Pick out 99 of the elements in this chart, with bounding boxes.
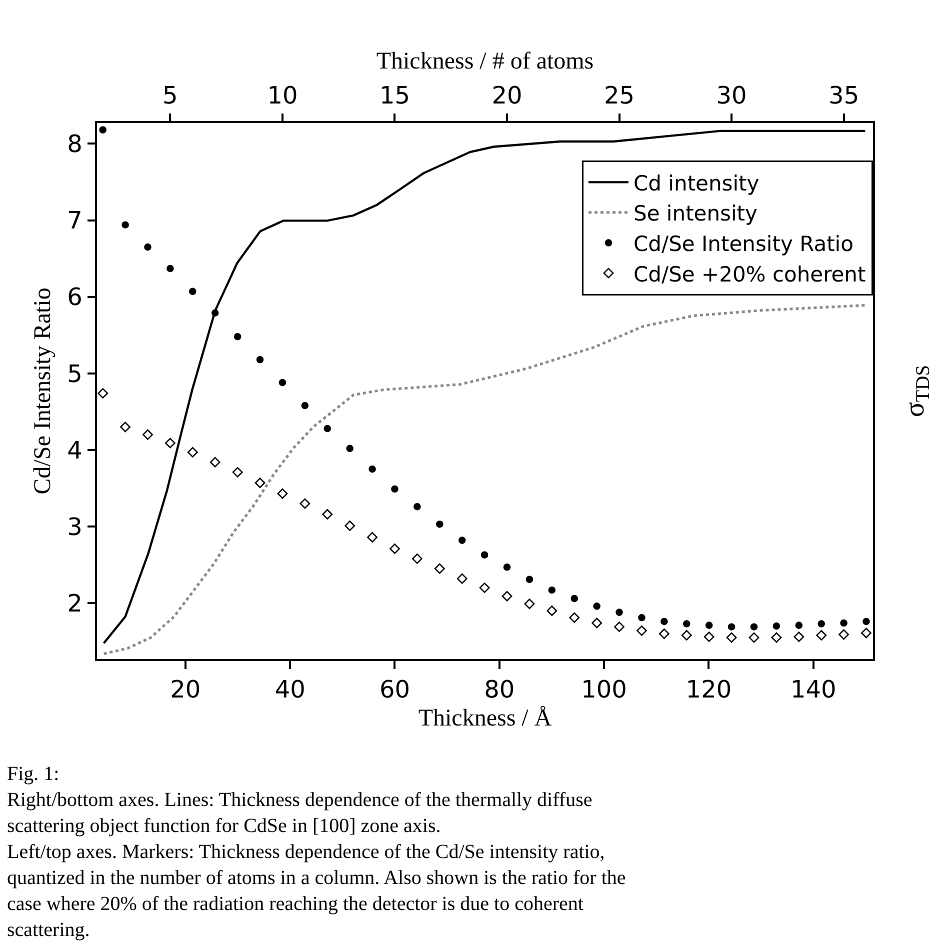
x-axis-title: Thickness / Å [418, 705, 552, 732]
legend-label: Cd/Se Intensity Ratio [634, 232, 854, 256]
x-tick-label: 15 [379, 82, 410, 110]
x-tick-label: 5 [162, 82, 178, 110]
point [502, 591, 512, 602]
point [705, 622, 713, 629]
point [98, 388, 108, 398]
point [616, 608, 623, 616]
point [548, 586, 556, 594]
point [728, 623, 736, 630]
point [658, 628, 670, 639]
x-axis-title: Thickness / # of atoms [376, 48, 594, 74]
point [189, 288, 196, 296]
point [771, 632, 782, 643]
x-tick-label: 60 [379, 676, 410, 704]
point [614, 622, 624, 632]
point [479, 582, 490, 593]
x-tick-label: 25 [604, 82, 635, 110]
point [593, 602, 600, 610]
point [256, 356, 264, 364]
point [524, 598, 535, 610]
x-tick-label: 30 [716, 82, 747, 110]
x-tick-label: 80 [484, 676, 515, 704]
x-tick-label: 10 [267, 82, 298, 110]
point [772, 622, 780, 630]
point [480, 551, 488, 559]
point [120, 422, 130, 432]
x-tick-label: 20 [492, 82, 522, 110]
y-tick-label: 4 [67, 436, 82, 464]
x-tick-label: 20 [170, 676, 201, 704]
y-tick-label: 8 [67, 130, 82, 158]
x-tick-label: 40 [274, 676, 306, 704]
point [434, 563, 445, 574]
point [861, 628, 872, 638]
x-tick-label: 35 [828, 82, 860, 110]
point [187, 447, 198, 458]
point [346, 444, 354, 452]
point [458, 536, 466, 544]
point [526, 576, 534, 584]
point [638, 614, 646, 622]
legend-label: Se intensity [634, 202, 758, 226]
point [412, 553, 422, 564]
point [211, 309, 219, 317]
x-tick-label: 100 [581, 676, 627, 704]
point [569, 612, 580, 623]
point [570, 594, 578, 602]
point [682, 620, 690, 628]
y-tick-label: 7 [67, 206, 82, 235]
point [278, 378, 286, 386]
point [324, 424, 332, 432]
point [166, 264, 174, 272]
point [748, 632, 760, 643]
point [636, 625, 647, 636]
point [840, 619, 848, 627]
point [456, 573, 468, 584]
legend-label: Cd/Se +20% coherent [634, 262, 866, 286]
point [838, 629, 850, 640]
x-tick-label: 140 [790, 676, 836, 704]
point [210, 457, 220, 468]
x-tick-label: 120 [686, 676, 732, 704]
point [99, 126, 106, 134]
point [660, 618, 668, 626]
point [367, 532, 378, 542]
y-tick-label: 6 [67, 283, 82, 312]
point [144, 243, 152, 251]
point [254, 478, 266, 488]
point [704, 632, 714, 642]
point [503, 563, 511, 571]
point [816, 630, 827, 640]
y-axis-title: Cd/Se Intensity Ratio [30, 288, 56, 494]
point [300, 498, 310, 509]
point [232, 466, 243, 478]
legend-label: Cd intensity [634, 171, 760, 196]
point [436, 520, 444, 528]
point [165, 438, 176, 448]
point [546, 606, 558, 616]
point [277, 488, 288, 499]
point [368, 465, 376, 473]
caption: Fig. 1: Right/bottom axes. Lines: Thickness dependence of the thermally diffuse scattering object function for CdSe in [100] zone axis. Left/top axes. Markers: Thickness dependence of the Cd/Se intensity ratio, quantized in the number of atoms in a column. Also shown is the ratio for the case where 20% of the radiation reaching the detector is due to coherent scattering. [7, 763, 626, 941]
y-tick-label: 2 [67, 590, 82, 618]
point [301, 402, 309, 410]
point [390, 544, 400, 554]
point [142, 429, 153, 440]
point [122, 221, 129, 228]
y-tick-label: 3 [67, 512, 82, 541]
y-tick-label: 5 [67, 360, 82, 388]
point [322, 509, 333, 520]
point [795, 622, 803, 629]
point [344, 520, 356, 531]
point [750, 623, 758, 630]
point [862, 618, 870, 626]
point [414, 502, 421, 510]
point [592, 618, 602, 628]
point [681, 630, 692, 640]
point [391, 485, 398, 493]
point [818, 620, 826, 628]
point [726, 632, 737, 643]
point [234, 332, 242, 340]
point [794, 632, 804, 642]
